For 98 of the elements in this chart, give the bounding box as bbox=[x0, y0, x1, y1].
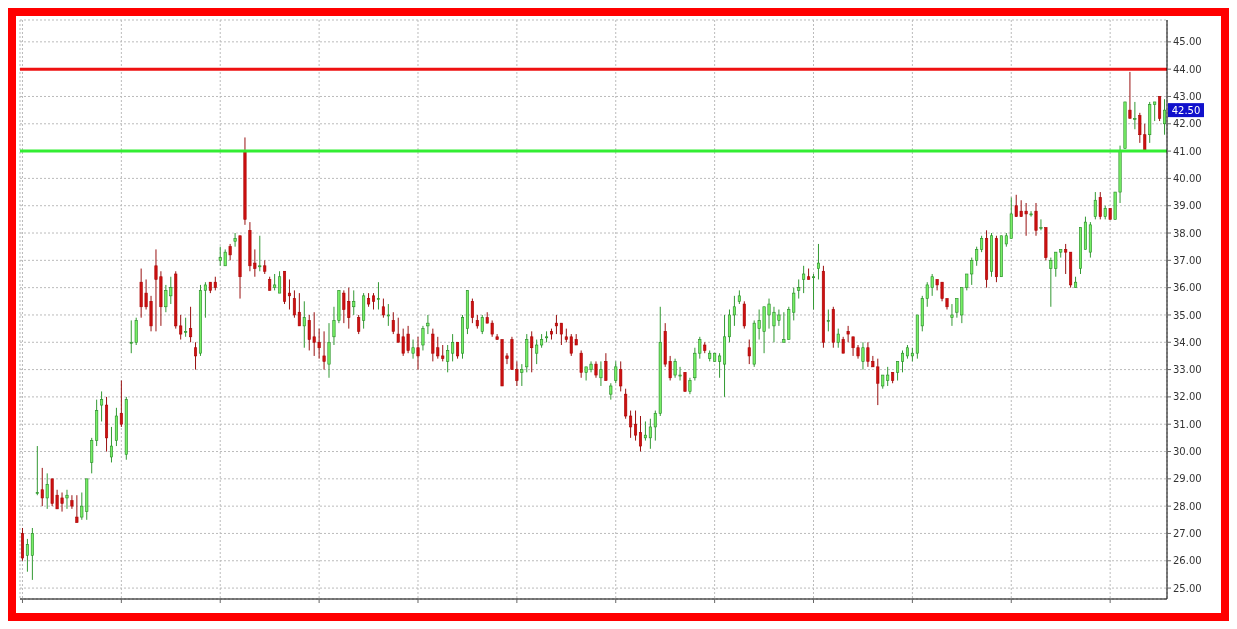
candlestick bbox=[530, 330, 534, 373]
candlestick bbox=[426, 314, 430, 335]
candlestick bbox=[643, 420, 647, 442]
candlestick bbox=[802, 265, 806, 294]
candlestick bbox=[747, 339, 751, 365]
candlestick bbox=[742, 300, 746, 330]
candlestick bbox=[1029, 210, 1033, 218]
y-tick-label: 28.00 bbox=[1173, 500, 1202, 512]
y-tick-label: 32.00 bbox=[1173, 391, 1202, 403]
y-tick-label: 39.00 bbox=[1173, 200, 1202, 212]
candlestick bbox=[302, 300, 306, 349]
candlestick bbox=[1098, 191, 1102, 220]
candlestick bbox=[35, 445, 39, 496]
candlestick bbox=[579, 349, 583, 379]
candlestick bbox=[381, 298, 385, 319]
candlestick bbox=[901, 349, 905, 373]
candlestick bbox=[75, 494, 79, 524]
candlestick bbox=[30, 527, 34, 581]
candlestick bbox=[352, 289, 356, 316]
candlestick bbox=[559, 322, 563, 346]
candlestick bbox=[287, 278, 291, 310]
candlestick bbox=[1093, 191, 1097, 220]
y-tick-label: 43.00 bbox=[1173, 91, 1202, 103]
candlestick bbox=[119, 380, 123, 428]
candlestick bbox=[203, 281, 207, 319]
candlestick bbox=[535, 339, 539, 365]
candlestick bbox=[65, 489, 69, 510]
candlestick bbox=[1158, 95, 1162, 122]
y-tick-label: 36.00 bbox=[1173, 282, 1202, 294]
candlestick bbox=[278, 270, 282, 294]
candlestick bbox=[950, 303, 954, 327]
y-tick-label: 45.00 bbox=[1173, 36, 1202, 48]
candlestick bbox=[45, 472, 49, 510]
candlestick bbox=[816, 243, 820, 280]
candlestick bbox=[797, 278, 801, 300]
candlestick bbox=[896, 360, 900, 382]
candlestick bbox=[391, 311, 395, 335]
y-tick-label: 35.00 bbox=[1173, 309, 1202, 321]
y-tick-label: 29.00 bbox=[1173, 473, 1202, 485]
y-tick-label: 37.00 bbox=[1173, 254, 1202, 266]
candlestick bbox=[189, 306, 193, 343]
candlestick bbox=[184, 317, 188, 338]
y-tick-label: 42.00 bbox=[1173, 118, 1202, 130]
candlestick bbox=[357, 314, 361, 335]
candlestick bbox=[836, 328, 840, 349]
candlestick bbox=[812, 273, 816, 310]
candlestick bbox=[386, 303, 390, 327]
candlestick bbox=[614, 360, 618, 384]
y-tick-label: 30.00 bbox=[1173, 446, 1202, 458]
candlestick bbox=[100, 390, 104, 422]
candlestick bbox=[416, 336, 420, 371]
candlestick bbox=[322, 330, 326, 371]
candlestick bbox=[619, 360, 623, 392]
candlestick bbox=[683, 371, 687, 392]
candlestick bbox=[327, 322, 331, 379]
annotation: 42.50 bbox=[1171, 105, 1201, 117]
candlestick bbox=[1128, 71, 1132, 119]
candlestick bbox=[40, 467, 44, 507]
candlestick bbox=[826, 309, 830, 332]
candlestick bbox=[1163, 98, 1167, 136]
candlestick bbox=[292, 289, 296, 319]
candlestick bbox=[718, 352, 722, 379]
candlestick bbox=[421, 325, 425, 351]
candlestick bbox=[480, 314, 484, 335]
candlestick bbox=[599, 360, 603, 387]
y-tick-label: 44.00 bbox=[1173, 63, 1202, 75]
candlestick bbox=[732, 295, 736, 327]
candlestick bbox=[554, 314, 558, 335]
candlestick bbox=[634, 410, 638, 442]
candlestick bbox=[727, 309, 731, 343]
candlestick bbox=[604, 352, 608, 382]
candlestick bbox=[846, 325, 850, 343]
y-tick-label: 41.00 bbox=[1173, 145, 1202, 157]
candlestick bbox=[297, 292, 301, 327]
candlestick bbox=[861, 341, 865, 371]
candlestick bbox=[1039, 218, 1043, 231]
candlestick bbox=[258, 235, 262, 272]
y-tick-label: 27.00 bbox=[1173, 528, 1202, 539]
y-tick-label: 34.00 bbox=[1173, 336, 1202, 348]
candlestick bbox=[376, 281, 380, 310]
candlestick bbox=[411, 339, 415, 360]
y-tick-label: 33.00 bbox=[1173, 364, 1202, 376]
candlestick bbox=[70, 494, 74, 510]
candlestick bbox=[638, 415, 642, 453]
y-tick-label: 38.00 bbox=[1173, 227, 1202, 239]
candlestick bbox=[109, 426, 113, 463]
candlestick bbox=[233, 232, 237, 248]
y-tick-label: 31.00 bbox=[1173, 418, 1202, 430]
candlestick bbox=[25, 538, 29, 573]
candlestick bbox=[194, 341, 198, 371]
y-tick-label: 26.00 bbox=[1173, 555, 1202, 567]
candlestick bbox=[1133, 101, 1137, 130]
y-tick-label: 25.00 bbox=[1173, 582, 1202, 594]
candlestick bbox=[520, 363, 524, 387]
candlestick bbox=[470, 298, 474, 324]
candlestick bbox=[446, 344, 450, 373]
candlestick bbox=[1034, 202, 1038, 237]
y-tick-label: 40.00 bbox=[1173, 172, 1202, 184]
